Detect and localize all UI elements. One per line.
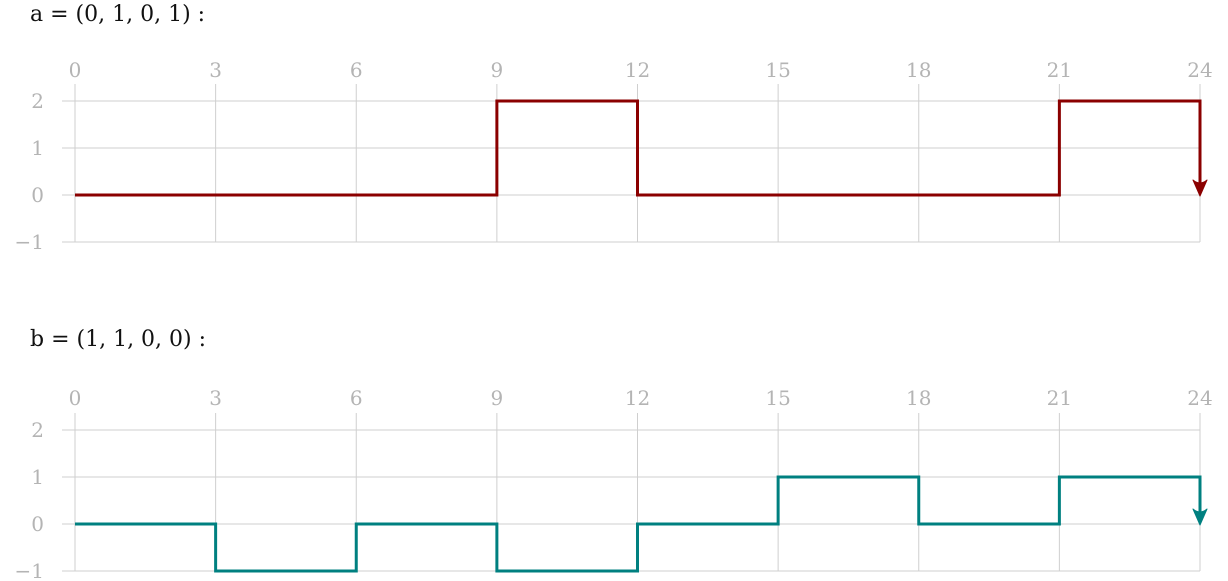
x-tick-label: 6 xyxy=(350,58,363,82)
x-tick-label: 9 xyxy=(491,58,504,82)
series-step-line xyxy=(75,475,1202,573)
x-tick-label: 3 xyxy=(209,386,222,410)
chart-panel-b: b = (1, 1, 0, 0) : 0 3 6 9 12 15 18 21 24 2 1 0 −1 xyxy=(0,325,1228,581)
x-tick-label: 15 xyxy=(765,386,790,410)
y-tick-label: 2 xyxy=(31,418,44,442)
chart-title: b = (1, 1, 0, 0) : xyxy=(30,327,207,352)
x-tick-label: 0 xyxy=(69,386,82,410)
chart-panel-a: a = (0, 1, 0, 1) : 0 3 6 9 12 15 18 21 24 2 1 0 −1 xyxy=(0,0,1228,270)
x-tick-label: 12 xyxy=(625,58,650,82)
x-tick-label: 9 xyxy=(491,386,504,410)
x-tick-label: 6 xyxy=(350,386,363,410)
x-tick-label: 24 xyxy=(1187,58,1212,82)
x-tick-label: 18 xyxy=(906,58,931,82)
x-tick-label: 3 xyxy=(209,58,222,82)
x-tick-label: 18 xyxy=(906,386,931,410)
x-tick-label: 21 xyxy=(1047,386,1072,410)
y-tick-label: 2 xyxy=(31,89,44,113)
x-tick-label: 15 xyxy=(765,58,790,82)
series-step-line xyxy=(75,99,1202,197)
x-tick-label: 0 xyxy=(69,58,82,82)
x-tick-label: 21 xyxy=(1047,58,1072,82)
series-end-arrow xyxy=(1192,508,1208,526)
x-tick-label: 12 xyxy=(625,386,650,410)
x-tick-label: 24 xyxy=(1187,386,1212,410)
y-tick-label: −1 xyxy=(15,230,44,254)
y-tick-label: −1 xyxy=(15,559,44,581)
chart-title: a = (0, 1, 0, 1) : xyxy=(30,2,206,27)
y-tick-label: 0 xyxy=(31,512,44,536)
series-end-arrow xyxy=(1192,179,1208,197)
y-tick-label: 1 xyxy=(31,465,44,489)
y-tick-label: 0 xyxy=(31,183,44,207)
y-tick-label: 1 xyxy=(31,136,44,160)
